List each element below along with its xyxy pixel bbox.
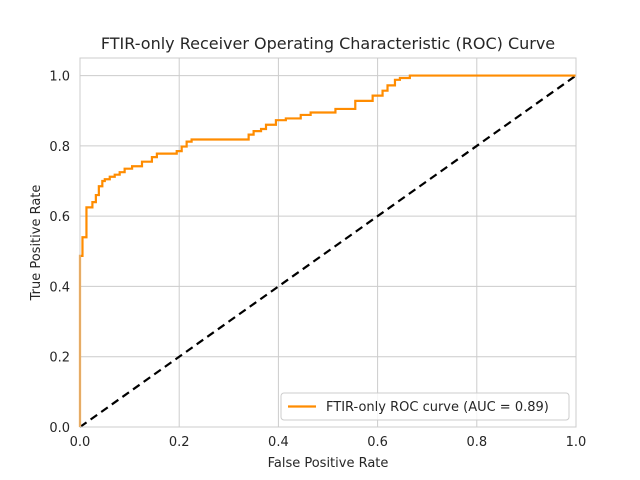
x-tick-label: 0.2 [169,435,190,450]
x-tick-label: 1.0 [566,435,587,450]
y-tick-label: 0.0 [49,421,70,436]
x-tick-label: 0.6 [367,435,388,450]
plot-frame [79,57,577,428]
y-tick-label: 0.8 [49,140,70,155]
y-tick-label: 0.4 [49,280,70,295]
x-tick-label: 0.0 [70,435,91,450]
tick-labels: 0.0 0.2 0.4 0.6 0.8 1.0 0.0 0.2 0.4 0.6 0.8 1.0 [49,70,586,450]
x-axis-label: False Positive Rate [268,456,389,471]
y-tick-label: 0.2 [49,351,70,366]
y-axis-label: True Positive Rate [29,185,44,302]
plot-series [78,74,577,428]
legend-box [280,392,570,421]
chance-diagonal-line [79,74,577,428]
y-tick-label: 0.6 [49,210,70,225]
chart-title: FTIR-only Receiver Operating Characteris… [101,34,555,53]
x-tick-label: 0.8 [466,435,487,450]
roc-curve-line [78,74,576,427]
x-tick-label: 0.4 [268,435,289,450]
y-tick-label: 1.0 [49,70,70,85]
legend-label-roc-curve: FTIR-only ROC curve (AUC = 0.89) [326,400,549,415]
legend: FTIR-only ROC curve (AUC = 0.89) [280,392,570,421]
